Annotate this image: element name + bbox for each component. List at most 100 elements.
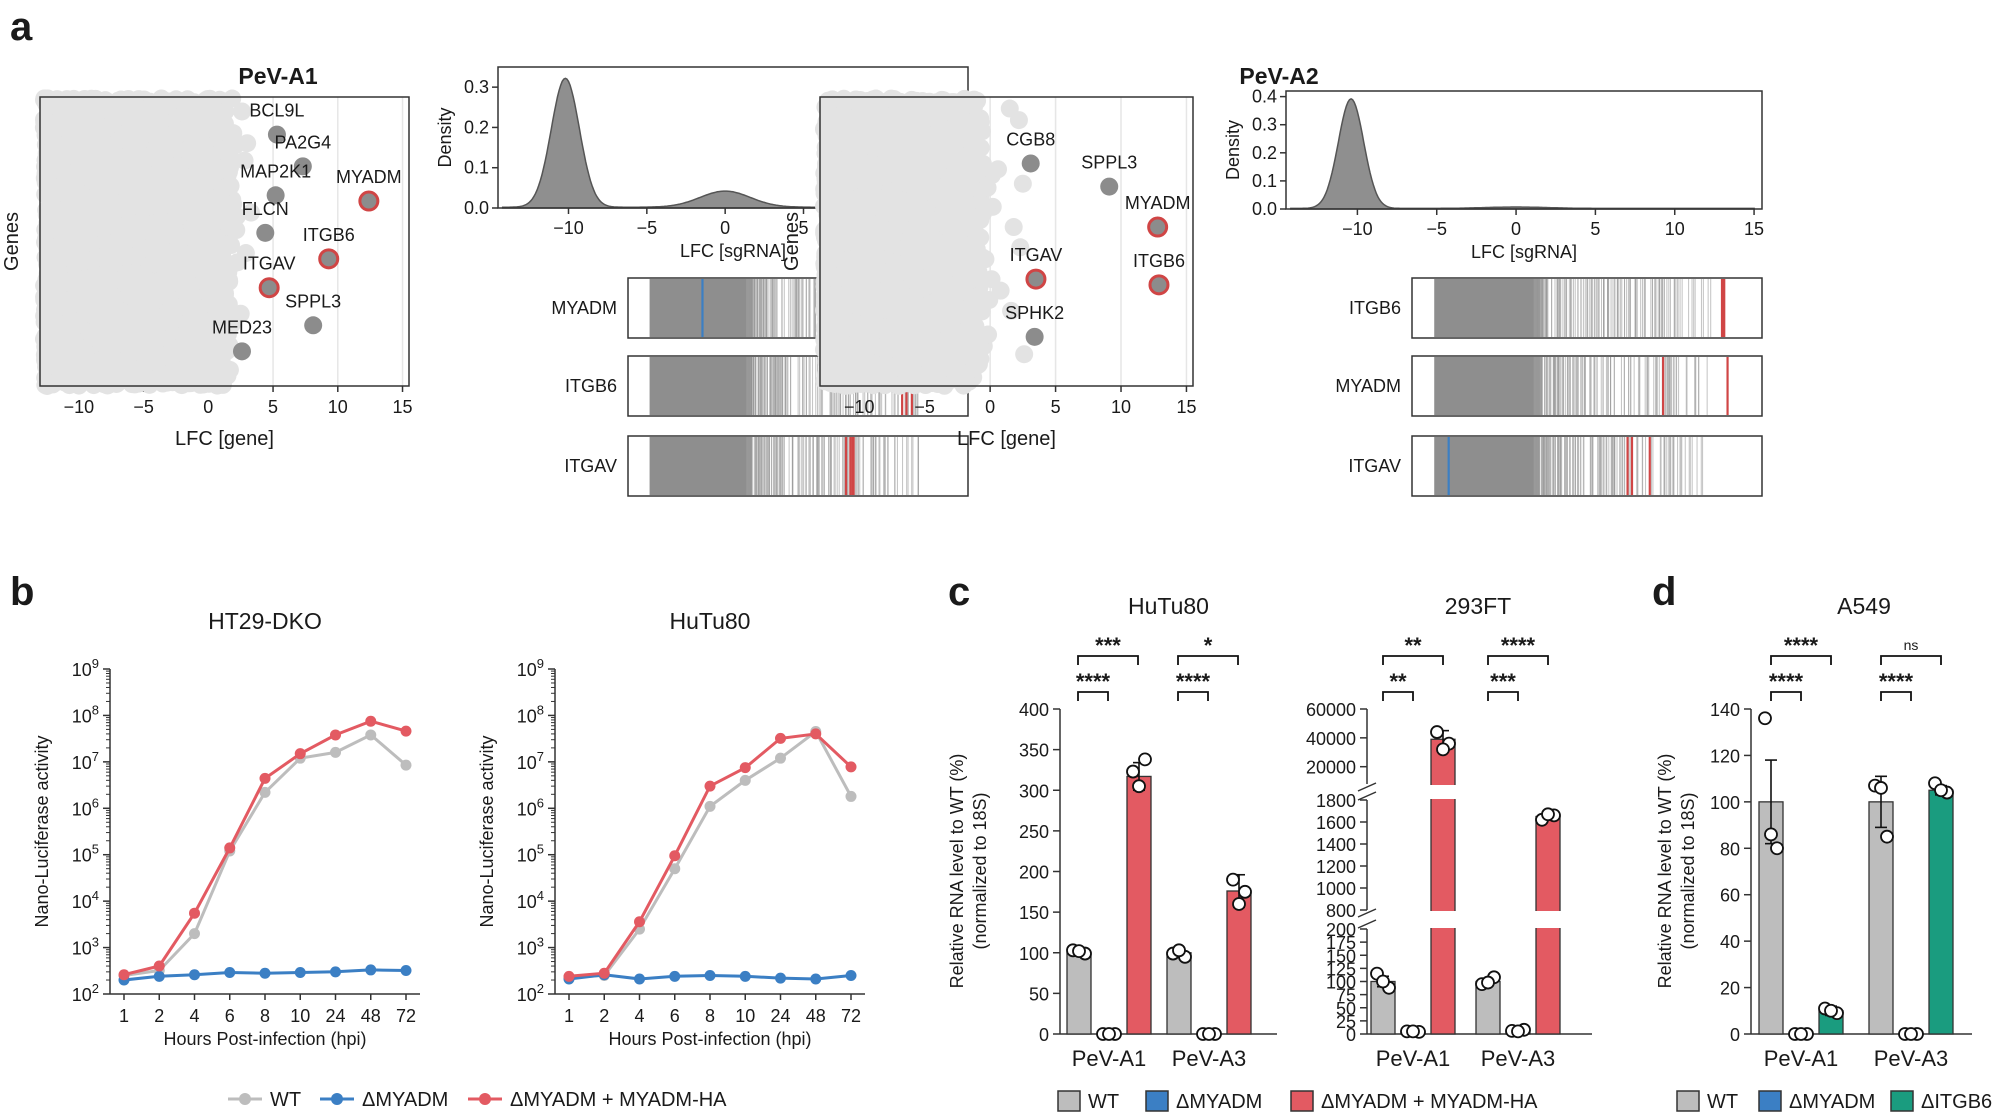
background-gene-point	[89, 180, 108, 199]
y-tick-label: 0.1	[464, 158, 489, 178]
hit-gene-point-red	[258, 277, 280, 299]
x-tick-label: −5	[914, 397, 935, 417]
background-gene-point	[69, 96, 88, 115]
background-gene-point	[170, 241, 189, 260]
background-gene-point	[167, 90, 186, 109]
background-gene-point	[65, 141, 84, 160]
background-gene-point	[119, 362, 138, 381]
panel-label-c: c	[948, 570, 970, 614]
gene-label: BCL9L	[249, 101, 304, 121]
gene-label: ITGB6	[303, 225, 355, 245]
gene-label: MAP2K1	[240, 161, 311, 181]
barcode-dense-block	[649, 279, 753, 337]
background-gene-point	[238, 134, 257, 153]
background-gene-point	[106, 104, 125, 123]
background-gene-point	[201, 163, 220, 182]
background-gene-point	[219, 162, 238, 181]
background-gene-point	[71, 277, 90, 296]
y-axis-label: Genes	[1, 212, 23, 271]
background-gene-point	[46, 373, 65, 392]
x-tick-label: 15	[393, 397, 413, 417]
pevA1-title: PeV-A1	[238, 63, 317, 89]
background-gene-point	[85, 103, 104, 122]
gene-label: MED23	[212, 317, 272, 337]
background-gene-point	[196, 191, 215, 210]
gene-label: MYADM	[336, 167, 402, 187]
x-tick-label: 10	[328, 397, 348, 417]
background-gene-point	[38, 96, 57, 115]
background-gene-point	[189, 230, 208, 249]
y-tick-label: 0.3	[464, 77, 489, 97]
background-gene-point	[151, 100, 170, 119]
background-gene-point	[210, 103, 229, 122]
background-gene-point	[216, 178, 235, 197]
barcode-row-label: ITGB6	[565, 376, 617, 396]
hit-gene-point-red	[358, 190, 380, 212]
background-gene-point	[41, 127, 60, 146]
x-axis-label: LFC [sgRNA]	[680, 241, 786, 261]
background-gene-point	[99, 324, 118, 343]
gene-label: ITGAV	[243, 254, 296, 274]
panel-label-d: d	[1652, 570, 1676, 614]
x-tick-label: −10	[64, 397, 95, 417]
background-gene-point	[211, 296, 230, 315]
x-tick-label: −10	[553, 218, 584, 238]
background-gene-point	[112, 306, 131, 325]
y-tick-label: 0.2	[464, 117, 489, 137]
background-gene-point	[125, 129, 144, 148]
background-gene-point	[146, 240, 165, 259]
background-gene-point	[170, 123, 189, 142]
background-gene-point	[187, 350, 206, 369]
x-tick-label: −5	[637, 218, 658, 238]
pevA2-title: PeV-A2	[1239, 63, 1318, 89]
panel-label-a: a	[10, 5, 33, 49]
background-gene-point	[144, 316, 163, 335]
background-gene-point	[127, 342, 146, 361]
background-gene-point	[184, 286, 203, 305]
x-tick-label: 0	[720, 218, 730, 238]
background-gene-point	[38, 213, 57, 232]
y-axis-label: Density	[435, 107, 455, 167]
background-gene-point	[46, 266, 65, 285]
x-tick-label: −5	[133, 397, 154, 417]
background-gene-point	[98, 209, 117, 228]
gene-label: SPPL3	[285, 291, 341, 311]
background-gene-point	[202, 357, 221, 376]
background-gene-point	[186, 254, 205, 273]
x-tick-label: 5	[1051, 397, 1061, 417]
background-gene-point	[151, 148, 170, 167]
background-gene-point	[90, 352, 109, 371]
hit-gene-point	[304, 316, 323, 335]
x-tick-label: 10	[1111, 397, 1131, 417]
background-gene-point	[40, 143, 59, 162]
background-gene-point	[232, 102, 251, 121]
background-gene-point	[75, 120, 94, 139]
background-gene-point	[107, 148, 126, 167]
background-gene-point	[64, 235, 83, 254]
y-tick-label: 0.0	[464, 198, 489, 218]
background-gene-point	[169, 162, 188, 181]
x-tick-label: 5	[268, 397, 278, 417]
barcode-row-label: MYADM	[551, 298, 617, 318]
background-gene-point	[214, 195, 233, 214]
hit-gene-point-red	[318, 248, 340, 270]
background-gene-point	[185, 93, 204, 112]
background-gene-point	[212, 245, 231, 264]
background-gene-point	[42, 332, 61, 351]
background-gene-point	[125, 196, 144, 215]
background-gene-point	[133, 162, 152, 181]
hit-gene-point	[232, 342, 251, 361]
background-gene-point	[166, 208, 185, 227]
background-gene-point	[164, 339, 183, 358]
gene-label: PA2G4	[274, 132, 331, 152]
background-gene-point	[186, 151, 205, 170]
hit-gene-point	[256, 223, 275, 242]
background-gene-point	[193, 314, 212, 333]
background-gene-point	[53, 183, 72, 202]
background-gene-point	[63, 321, 82, 340]
background-gene-point	[121, 266, 140, 285]
background-gene-point	[177, 313, 196, 332]
background-gene-point	[67, 350, 86, 369]
background-gene-point	[189, 111, 208, 130]
